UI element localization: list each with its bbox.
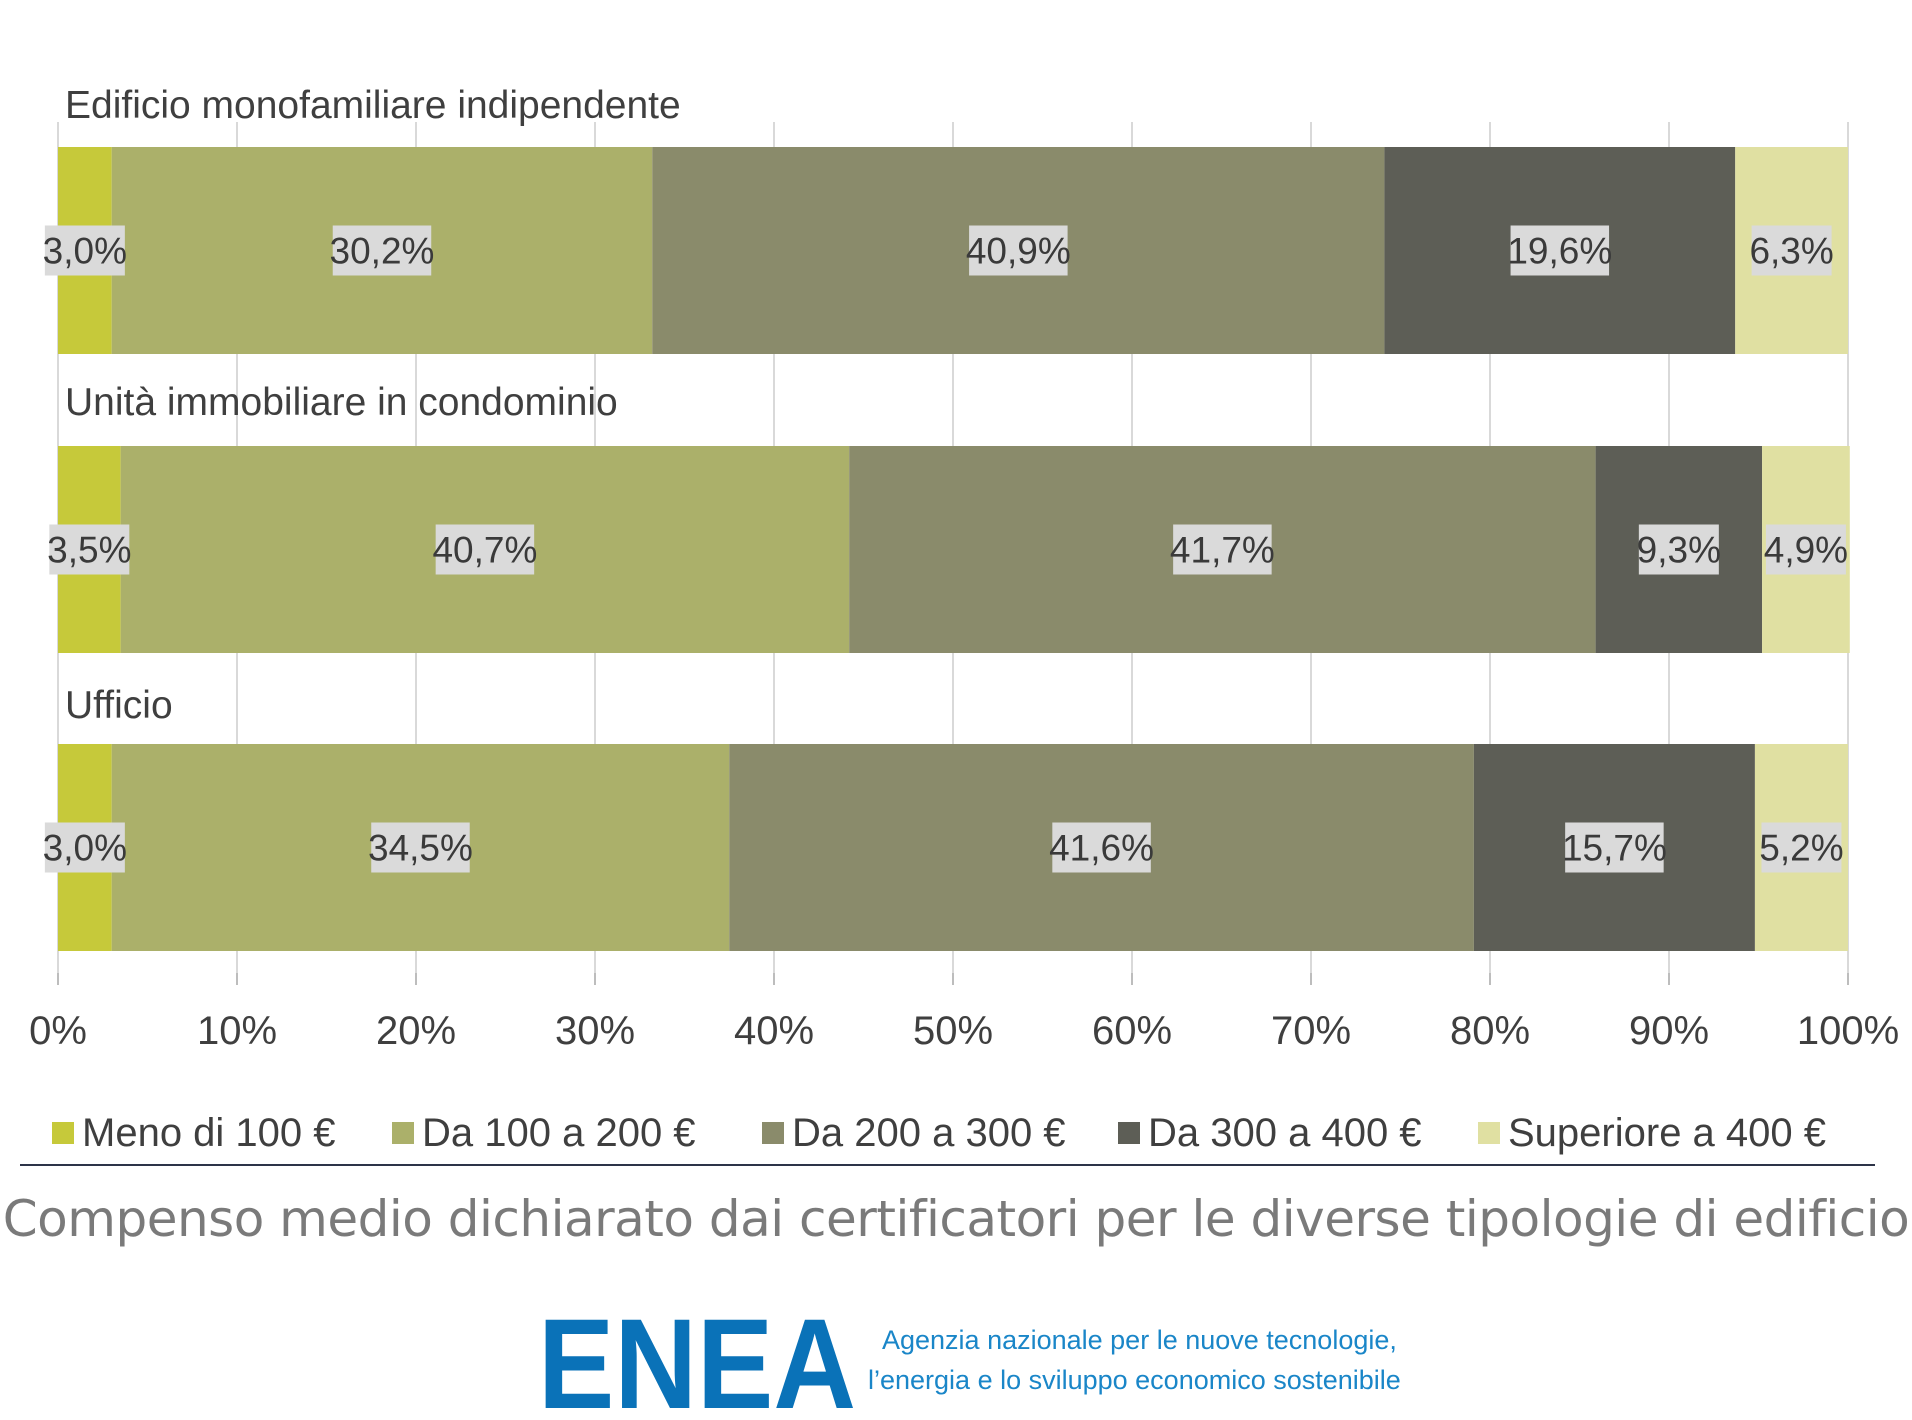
category-label: Edificio monofamiliare indipendente bbox=[65, 84, 681, 127]
data-label-box bbox=[969, 225, 1068, 276]
data-label: 6,3% bbox=[1749, 231, 1833, 272]
svg-text:ENEA: ENEA bbox=[538, 1312, 856, 1412]
data-label: 15,7% bbox=[1562, 828, 1667, 869]
data-label-box bbox=[1765, 524, 1846, 575]
legend-swatch bbox=[762, 1122, 784, 1144]
data-label-box bbox=[44, 225, 125, 276]
data-label: 3,0% bbox=[43, 828, 127, 869]
data-label: 3,0% bbox=[43, 231, 127, 272]
legend-label: Superiore a 400 € bbox=[1508, 1111, 1826, 1155]
data-label-box bbox=[1638, 524, 1719, 575]
data-label-box bbox=[332, 225, 432, 276]
bar-rows: Edificio monofamiliare indipendente 3,0% 3… bbox=[43, 84, 1850, 951]
agency-name-line-2: l’energia e lo sviluppo economico sosten… bbox=[868, 1365, 1401, 1395]
data-label: 9,3% bbox=[1637, 530, 1721, 571]
x-tick-label: 40% bbox=[734, 1009, 814, 1053]
data-label-box bbox=[1052, 822, 1151, 873]
stacked-bar-chart: Edificio monofamiliare indipendente 3,0% 3… bbox=[20, 84, 1899, 1166]
x-tick-label: 0% bbox=[29, 1009, 87, 1053]
data-label: 40,7% bbox=[432, 530, 537, 571]
x-tick-label: 90% bbox=[1629, 1009, 1709, 1053]
x-tick-label: 50% bbox=[913, 1009, 993, 1053]
data-label: 40,9% bbox=[966, 231, 1071, 272]
x-axis: 0% 10% 20% 30% 40% 50% 60% 70% 80% 90% 100% bbox=[29, 1009, 1899, 1053]
data-label-box bbox=[1510, 225, 1610, 276]
legend-label: Da 100 a 200 € bbox=[422, 1111, 696, 1155]
legend-label: Da 200 a 300 € bbox=[792, 1111, 1066, 1155]
data-label-box bbox=[1173, 524, 1272, 575]
legend-label: Meno di 100 € bbox=[82, 1111, 336, 1155]
legend-swatch bbox=[52, 1122, 74, 1144]
category-label: Ufficio bbox=[65, 684, 173, 727]
data-label-box bbox=[435, 524, 535, 575]
legend-label: Da 300 a 400 € bbox=[1148, 1111, 1422, 1155]
x-tick-label: 20% bbox=[376, 1009, 456, 1053]
x-tick-label: 30% bbox=[555, 1009, 635, 1053]
x-tick-label: 80% bbox=[1450, 1009, 1530, 1053]
agency-name-line-1: Agenzia nazionale per le nuove tecnologi… bbox=[882, 1325, 1397, 1355]
data-label: 4,9% bbox=[1764, 530, 1848, 571]
category-label: Unità immobiliare in condominio bbox=[65, 381, 618, 424]
legend-swatch bbox=[1118, 1122, 1140, 1144]
enea-logo-mark: ENEA bbox=[538, 1312, 856, 1412]
x-tick-label: 10% bbox=[197, 1009, 277, 1053]
data-label-box bbox=[1751, 225, 1832, 276]
data-label: 34,5% bbox=[368, 828, 473, 869]
data-label: 41,6% bbox=[1049, 828, 1154, 869]
x-tick-label: 100% bbox=[1797, 1009, 1899, 1053]
x-tick-label: 60% bbox=[1092, 1009, 1172, 1053]
data-label: 30,2% bbox=[330, 231, 435, 272]
figure-caption: Compenso medio dichiarato dai certificat… bbox=[2, 1190, 1910, 1248]
data-label: 41,7% bbox=[1170, 530, 1275, 571]
legend-swatch bbox=[392, 1122, 414, 1144]
x-tick-label: 70% bbox=[1271, 1009, 1351, 1053]
agency-name: Agenzia nazionale per le nuove tecnologi… bbox=[868, 1320, 1401, 1400]
data-label: 3,5% bbox=[47, 530, 131, 571]
data-label: 19,6% bbox=[1507, 231, 1612, 272]
data-label-box bbox=[1761, 822, 1842, 873]
data-label-box bbox=[1565, 822, 1664, 873]
data-label: 5,2% bbox=[1759, 828, 1843, 869]
enea-logo: ENEA Agenzia nazionale per le nuove tecn… bbox=[538, 1312, 1438, 1412]
data-label-box bbox=[49, 524, 130, 575]
legend: Meno di 100 € Da 100 a 200 € Da 200 a 300 … bbox=[52, 1111, 1826, 1155]
data-label-box bbox=[44, 822, 125, 873]
data-label-box bbox=[371, 822, 470, 873]
legend-swatch bbox=[1478, 1122, 1500, 1144]
